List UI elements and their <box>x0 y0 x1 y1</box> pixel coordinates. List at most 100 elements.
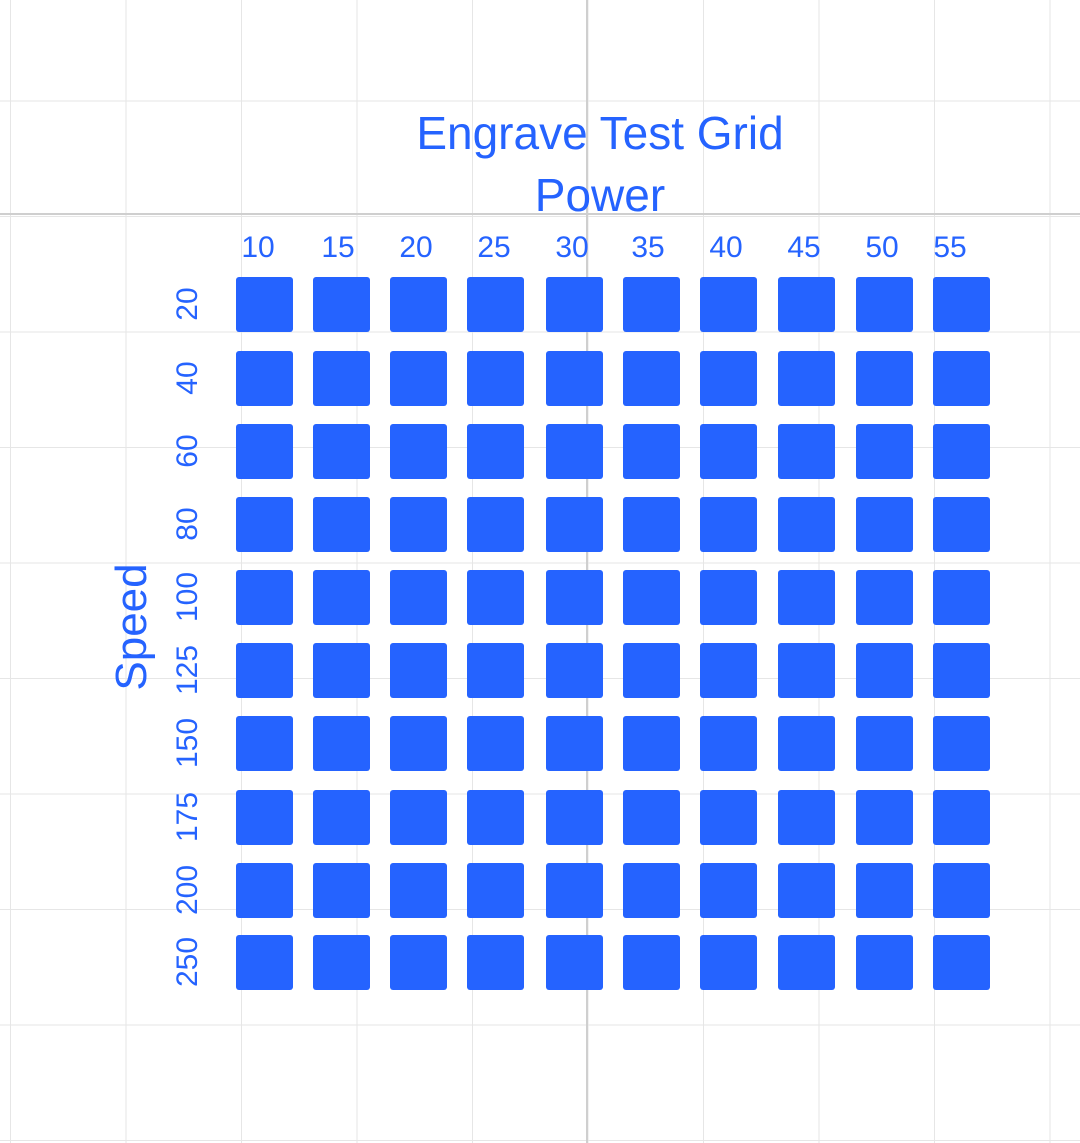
test-square[interactable] <box>236 863 293 918</box>
test-square[interactable] <box>700 716 757 771</box>
test-square[interactable] <box>933 497 990 552</box>
test-square[interactable] <box>546 351 603 406</box>
test-square[interactable] <box>546 424 603 479</box>
test-square[interactable] <box>778 863 835 918</box>
test-square[interactable] <box>467 351 524 406</box>
test-square[interactable] <box>467 935 524 990</box>
test-square[interactable] <box>467 716 524 771</box>
test-square[interactable] <box>623 570 680 625</box>
test-square[interactable] <box>933 716 990 771</box>
test-square[interactable] <box>467 790 524 845</box>
test-square[interactable] <box>700 351 757 406</box>
power-value-label[interactable]: 50 <box>865 231 899 264</box>
test-square[interactable] <box>236 497 293 552</box>
test-square[interactable] <box>236 643 293 698</box>
test-square[interactable] <box>778 643 835 698</box>
test-square[interactable] <box>778 790 835 845</box>
grid-title[interactable]: Engrave Test Grid <box>416 107 784 159</box>
power-value-label[interactable]: 10 <box>241 231 275 264</box>
test-square[interactable] <box>778 277 835 332</box>
test-square[interactable] <box>933 863 990 918</box>
test-square[interactable] <box>623 351 680 406</box>
test-square[interactable] <box>933 351 990 406</box>
test-square[interactable] <box>623 790 680 845</box>
test-square[interactable] <box>856 570 913 625</box>
test-square[interactable] <box>856 424 913 479</box>
speed-value-label[interactable]: 20 <box>171 287 204 321</box>
power-value-label[interactable]: 40 <box>709 231 743 264</box>
test-square[interactable] <box>467 570 524 625</box>
test-square[interactable] <box>313 790 370 845</box>
test-square[interactable] <box>546 643 603 698</box>
test-square[interactable] <box>856 497 913 552</box>
test-square[interactable] <box>700 643 757 698</box>
test-square[interactable] <box>236 570 293 625</box>
speed-value-label[interactable]: 175 <box>171 791 204 843</box>
power-value-label[interactable]: 20 <box>399 231 433 264</box>
test-square[interactable] <box>700 863 757 918</box>
test-square[interactable] <box>623 716 680 771</box>
test-square[interactable] <box>546 863 603 918</box>
test-square[interactable] <box>933 643 990 698</box>
test-square[interactable] <box>313 570 370 625</box>
test-square[interactable] <box>778 570 835 625</box>
test-square[interactable] <box>856 643 913 698</box>
test-square[interactable] <box>236 424 293 479</box>
test-square[interactable] <box>313 277 370 332</box>
test-square[interactable] <box>700 935 757 990</box>
test-square[interactable] <box>390 643 447 698</box>
test-square[interactable] <box>236 935 293 990</box>
speed-axis-label[interactable]: Speed <box>107 563 156 691</box>
power-axis-label[interactable]: Power <box>534 169 666 221</box>
test-square[interactable] <box>856 277 913 332</box>
test-square[interactable] <box>700 497 757 552</box>
test-square[interactable] <box>623 643 680 698</box>
test-square[interactable] <box>313 716 370 771</box>
test-square[interactable] <box>467 643 524 698</box>
test-square[interactable] <box>856 351 913 406</box>
test-square[interactable] <box>856 863 913 918</box>
test-square[interactable] <box>623 424 680 479</box>
test-square[interactable] <box>546 497 603 552</box>
test-square[interactable] <box>390 935 447 990</box>
test-square[interactable] <box>390 570 447 625</box>
test-square[interactable] <box>236 790 293 845</box>
power-value-label[interactable]: 45 <box>787 231 821 264</box>
test-square[interactable] <box>933 790 990 845</box>
test-square[interactable] <box>236 277 293 332</box>
test-square[interactable] <box>623 277 680 332</box>
test-square[interactable] <box>933 935 990 990</box>
power-value-label[interactable]: 25 <box>477 231 511 264</box>
test-square[interactable] <box>313 351 370 406</box>
test-square[interactable] <box>778 351 835 406</box>
test-square[interactable] <box>313 424 370 479</box>
test-square[interactable] <box>390 716 447 771</box>
power-value-label[interactable]: 30 <box>555 231 589 264</box>
test-square[interactable] <box>390 424 447 479</box>
test-square[interactable] <box>778 716 835 771</box>
test-square[interactable] <box>313 497 370 552</box>
test-square[interactable] <box>313 643 370 698</box>
test-square[interactable] <box>390 497 447 552</box>
test-square[interactable] <box>700 424 757 479</box>
test-square[interactable] <box>700 790 757 845</box>
speed-value-label[interactable]: 80 <box>171 507 204 541</box>
test-square[interactable] <box>856 790 913 845</box>
test-square[interactable] <box>390 790 447 845</box>
test-square[interactable] <box>700 277 757 332</box>
test-square[interactable] <box>546 277 603 332</box>
test-square[interactable] <box>778 424 835 479</box>
test-square[interactable] <box>467 863 524 918</box>
speed-value-label[interactable]: 250 <box>171 936 204 988</box>
power-value-label[interactable]: 35 <box>631 231 665 264</box>
test-square[interactable] <box>313 935 370 990</box>
test-square[interactable] <box>933 424 990 479</box>
speed-value-label[interactable]: 200 <box>171 864 204 916</box>
test-square[interactable] <box>546 935 603 990</box>
test-square[interactable] <box>390 277 447 332</box>
test-square[interactable] <box>778 935 835 990</box>
test-square[interactable] <box>623 863 680 918</box>
test-square[interactable] <box>390 351 447 406</box>
speed-value-label[interactable]: 125 <box>171 644 204 696</box>
